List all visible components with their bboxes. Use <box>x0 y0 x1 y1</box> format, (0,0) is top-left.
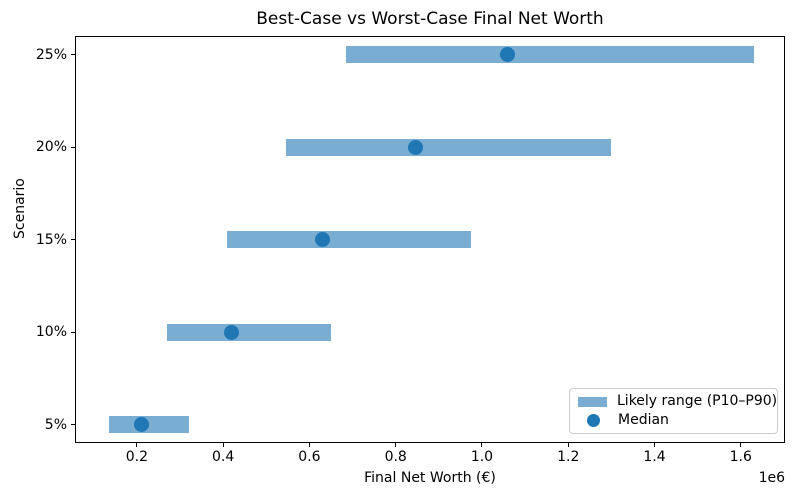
x-axis-label: Final Net Worth (€) <box>364 470 496 486</box>
x-tick-label: 1.2 <box>557 449 580 465</box>
y-tick-label: 10% <box>35 324 67 340</box>
x-tick-label: 1.6 <box>729 449 752 465</box>
y-tick-label: 25% <box>35 46 67 63</box>
x-tick <box>395 443 397 447</box>
x-tick-label: 1.4 <box>643 449 666 465</box>
chart-title: Best-Case vs Worst-Case Final Net Worth <box>256 9 604 29</box>
x-tick-label: 0.8 <box>384 449 407 465</box>
range-bar <box>108 416 189 433</box>
legend-label-range: Likely range (P10–P90) <box>617 393 778 409</box>
range-bar <box>167 323 331 341</box>
x-tick <box>308 443 310 447</box>
legend-label-median: Median <box>618 412 669 428</box>
x-tick <box>481 443 483 447</box>
x-tick <box>654 443 656 447</box>
y-tick <box>71 239 75 240</box>
median-dot <box>500 47 516 62</box>
x-tick-label: 0.6 <box>298 449 321 465</box>
x-tick-label: 1.0 <box>470 449 494 465</box>
legend-key-median <box>578 414 608 427</box>
range-bar <box>285 138 612 156</box>
range-swatch-icon <box>578 396 607 407</box>
y-tick-label: 5% <box>44 416 67 433</box>
legend: Likely range (P10–P90) Median <box>569 388 778 434</box>
x-tick <box>567 443 569 447</box>
x-tick-label: 0.4 <box>212 449 235 465</box>
x-tick-label: 0.2 <box>125 449 149 465</box>
y-tick <box>71 331 75 333</box>
range-bar <box>227 231 472 248</box>
median-dot <box>407 139 423 155</box>
median-dot <box>224 324 240 340</box>
median-dot <box>133 417 149 432</box>
y-tick <box>71 424 75 425</box>
y-tick <box>71 54 75 55</box>
median-dot-icon <box>586 414 600 427</box>
range-bar <box>346 46 754 63</box>
y-tick <box>71 146 75 148</box>
median-dot <box>314 232 330 247</box>
legend-key-range <box>578 396 607 407</box>
y-tick-label: 20% <box>35 139 67 155</box>
x-tick <box>136 443 138 447</box>
y-axis-label: Scenario <box>12 178 28 239</box>
x-tick <box>740 443 742 447</box>
legend-entry-range: Likely range (P10–P90) <box>578 393 777 410</box>
x-tick <box>222 443 224 447</box>
legend-entry-median: Median <box>578 412 769 429</box>
y-tick-label: 15% <box>35 231 67 248</box>
axis-offset-text: 1e6 <box>758 470 785 486</box>
